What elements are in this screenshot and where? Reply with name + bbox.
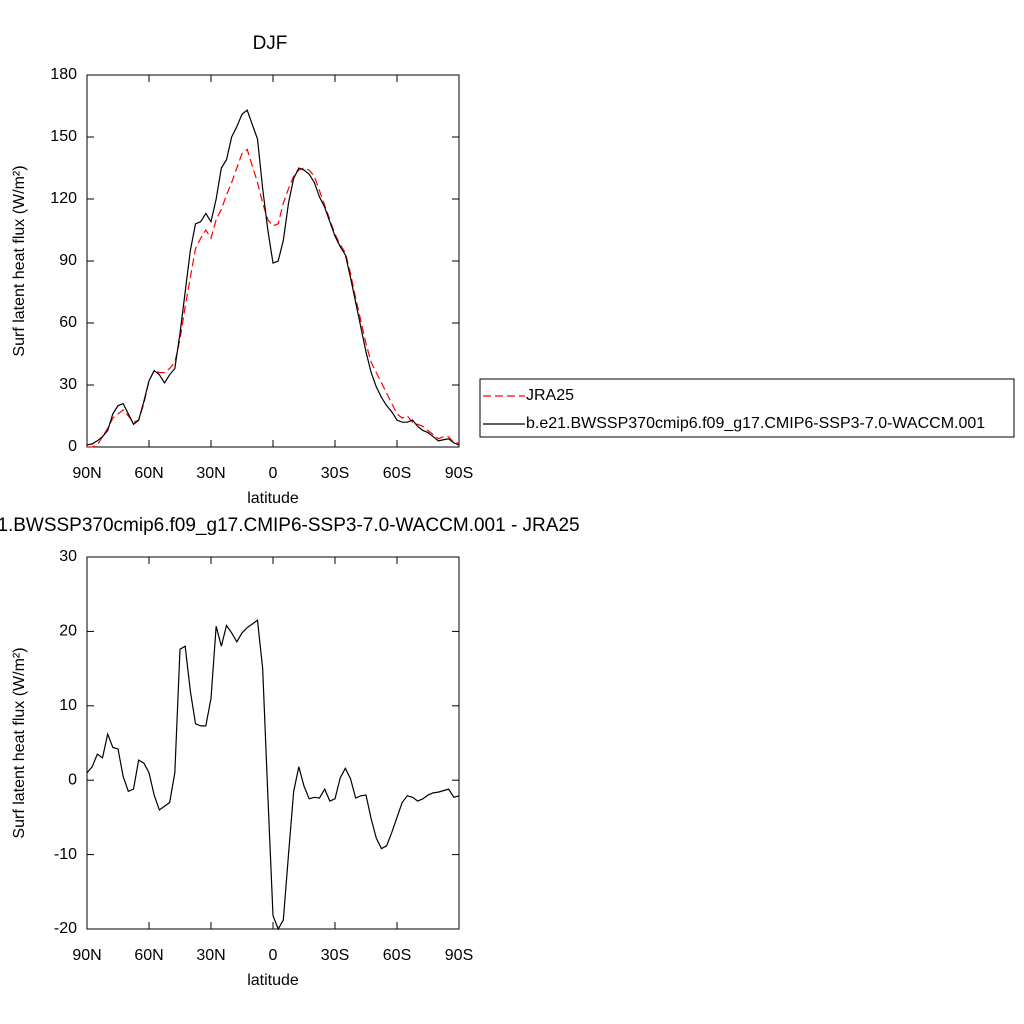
- data-line: [87, 148, 459, 448]
- plot-frame: [86, 556, 460, 930]
- x-tick-label: 90N: [72, 465, 101, 482]
- x-axis-label: latitude: [247, 972, 299, 989]
- chart-title: DJF: [253, 33, 288, 54]
- y-tick-label: 10: [59, 697, 77, 714]
- x-tick-label: 60N: [134, 947, 163, 964]
- x-tick-label: 60N: [134, 465, 163, 482]
- y-tick-label: 60: [59, 314, 77, 331]
- y-axis-label: Surf latent heat flux (W/m²): [11, 165, 28, 356]
- data-line: [86, 619, 460, 931]
- x-tick-label: 60S: [383, 947, 411, 964]
- x-tick-label: 0: [269, 947, 278, 964]
- y-tick-label: 20: [59, 623, 77, 640]
- x-tick-label: 30N: [196, 947, 225, 964]
- x-tick-label: 30N: [196, 465, 225, 482]
- x-tick-label: 30S: [321, 465, 349, 482]
- y-axis-label: Surf latent heat flux (W/m²): [11, 647, 28, 838]
- x-tick-label: 90N: [72, 947, 101, 964]
- legend-label: JRA25: [526, 387, 574, 404]
- x-tick-label: 90S: [445, 947, 473, 964]
- y-tick-label: 150: [50, 128, 77, 145]
- x-tick-label: 60S: [383, 465, 411, 482]
- y-tick-label: 120: [50, 190, 77, 207]
- y-tick-label: -20: [54, 920, 77, 937]
- y-tick-label: 0: [68, 438, 77, 455]
- legend-box: [479, 378, 1015, 438]
- y-tick-label: 180: [50, 66, 77, 83]
- y-tick-label: -10: [54, 846, 77, 863]
- y-tick-label: 30: [59, 548, 77, 565]
- chart-title: b.e21.BWSSP370cmip6.f09_g17.CMIP6-SSP3-7…: [0, 515, 580, 536]
- y-tick-label: 30: [59, 376, 77, 393]
- y-tick-label: 90: [59, 252, 77, 269]
- x-tick-label: 0: [269, 465, 278, 482]
- x-tick-label: 30S: [321, 947, 349, 964]
- x-tick-label: 90S: [445, 465, 473, 482]
- legend-label: b.e21.BWSSP370cmip6.f09_g17.CMIP6-SSP3-7…: [526, 415, 985, 432]
- x-axis-label: latitude: [247, 490, 299, 507]
- y-tick-label: 0: [68, 771, 77, 788]
- data-line: [86, 109, 460, 446]
